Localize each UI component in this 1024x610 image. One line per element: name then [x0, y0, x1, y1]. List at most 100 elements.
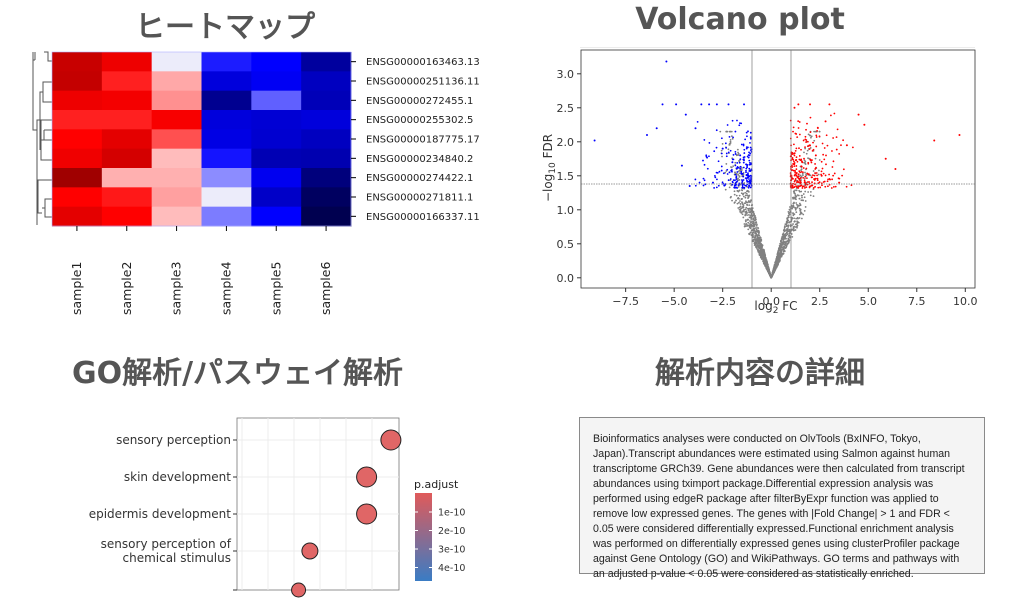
svg-text:−7.5: −7.5 — [612, 295, 639, 308]
svg-text:3e-10: 3e-10 — [438, 545, 465, 556]
heatmap-cell — [151, 110, 202, 130]
row-label: ENSG00000272455.1 — [366, 96, 473, 107]
go-title: GO解析/パスウェイ解析 — [71, 356, 404, 391]
row-label: ENSG00000255302.5 — [366, 115, 473, 126]
svg-text:chemical stimulus: chemical stimulus — [123, 551, 232, 565]
column-label: sample1 — [69, 262, 84, 315]
analysis-description: Bioinformatics analyses were conducted o… — [579, 417, 985, 580]
svg-text:epidermis development: epidermis development — [89, 507, 232, 521]
go-dot — [380, 429, 402, 451]
svg-text:2.5: 2.5 — [557, 102, 575, 115]
heatmap-cell — [301, 148, 352, 169]
heatmap-cell — [201, 129, 252, 150]
volcano-title: Volcano plot — [635, 2, 845, 37]
heatmap-cell — [301, 206, 352, 227]
heatmap-cell — [301, 90, 352, 111]
column-label: sample4 — [218, 262, 233, 315]
heatmap-cell — [101, 90, 153, 111]
row-label: ENSG00000234840.2 — [366, 154, 473, 165]
svg-text:−5.0: −5.0 — [661, 295, 688, 308]
svg-text:sensory perception of: sensory perception of — [101, 537, 232, 551]
row-label: ENSG00000274422.1 — [366, 173, 473, 184]
heatmap-cell — [301, 52, 352, 72]
heatmap-cell — [151, 206, 202, 227]
heatmap-cell — [201, 110, 252, 130]
svg-text:0.0: 0.0 — [557, 272, 575, 285]
svg-text:2.5: 2.5 — [811, 295, 829, 308]
heatmap-cell — [251, 148, 302, 169]
title-underline — [580, 47, 975, 48]
heatmap-cell — [301, 129, 352, 150]
svg-text:4e-10: 4e-10 — [438, 563, 465, 574]
heatmap-cell — [301, 168, 352, 188]
row-labels: ENSG00000163463.13 ENSG00000251136.11 ENSG… — [351, 57, 480, 223]
heatmap-cell — [151, 71, 202, 92]
svg-text:−2.5: −2.5 — [709, 295, 736, 308]
column-labels: sample1 sample2 sample3 sample4 sample5 sampl… — [69, 226, 333, 315]
heatmap-cell — [301, 187, 352, 208]
heatmap-cell — [52, 187, 103, 208]
heatmap-cell — [251, 187, 302, 208]
heatmap-cell — [101, 206, 153, 227]
heatmap-cell — [101, 168, 153, 188]
details-title: 解析内容の詳細 — [655, 356, 865, 391]
svg-text:skin development: skin development — [124, 470, 231, 484]
heatmap-cell — [301, 110, 352, 130]
row-label: ENSG00000187775.17 — [366, 135, 480, 146]
go-dot — [356, 503, 378, 525]
heatmap-cell — [52, 206, 103, 227]
heatmap-title: ヒートマップ — [135, 10, 315, 45]
heatmap-cell — [151, 148, 202, 169]
heatmap-cells — [52, 52, 352, 227]
heatmap-cell — [251, 168, 302, 188]
svg-text:sensory perception: sensory perception — [116, 433, 231, 447]
heatmap-cell — [201, 71, 252, 92]
heatmap-cell — [151, 187, 202, 208]
svg-text:3.0: 3.0 — [557, 68, 575, 81]
svg-text:0.5: 0.5 — [557, 238, 575, 251]
svg-text:1.0: 1.0 — [557, 204, 575, 217]
p-adjust-legend: p.adjust 1e-10 2e-10 3e-10 4e-10 — [414, 478, 465, 581]
heatmap-cell — [251, 90, 302, 111]
heatmap-cell — [201, 52, 252, 72]
volcano-chart: −7.5 −5.0 −2.5 0.0 2.5 5.0 7.5 10.0 0.0 0.5 1.0 1.5… — [541, 49, 978, 316]
svg-text:p.adjust: p.adjust — [414, 478, 459, 491]
column-label: sample2 — [119, 262, 134, 315]
volcano-xlabel: log2 FC — [754, 299, 797, 316]
heatmap-cell — [201, 206, 252, 227]
heatmap-cell — [52, 90, 103, 111]
row-label: ENSG00000163463.13 — [366, 57, 480, 68]
heatmap-cell — [101, 71, 153, 92]
volcano-ylabel: −log10 FDR — [541, 134, 558, 202]
heatmap-cell — [52, 110, 103, 130]
row-label: ENSG00000166337.11 — [366, 212, 480, 223]
heatmap-cell — [101, 110, 153, 130]
heatmap-cell — [101, 129, 153, 150]
heatmap-cell — [151, 52, 202, 72]
heatmap-cell — [151, 90, 202, 111]
column-label: sample3 — [169, 262, 184, 315]
svg-text:7.5: 7.5 — [908, 295, 926, 308]
row-label: ENSG00000271811.1 — [366, 193, 473, 204]
svg-text:10.0: 10.0 — [953, 295, 978, 308]
go-dotplot: sensory perception skin development epider… — [89, 417, 465, 598]
heatmap-cell — [151, 129, 202, 150]
heatmap-chart: ENSG00000163463.13 ENSG00000251136.11 ENSG… — [32, 51, 480, 315]
heatmap-cell — [251, 129, 302, 150]
heatmap-cell — [151, 168, 202, 188]
heatmap-cell — [301, 71, 352, 92]
heatmap-cell — [251, 52, 302, 72]
go-dot — [356, 466, 378, 488]
column-label: sample5 — [268, 262, 283, 315]
svg-text:2.0: 2.0 — [557, 136, 575, 149]
row-label: ENSG00000251136.11 — [366, 77, 480, 88]
heatmap-cell — [251, 206, 302, 227]
heatmap-cell — [52, 71, 103, 92]
heatmap-cell — [52, 148, 103, 169]
svg-text:5.0: 5.0 — [860, 295, 878, 308]
heatmap-cell — [52, 129, 103, 150]
heatmap-cell — [251, 71, 302, 92]
heatmap-cell — [201, 187, 252, 208]
heatmap-cell — [251, 110, 302, 130]
heatmap-cell — [52, 168, 103, 188]
